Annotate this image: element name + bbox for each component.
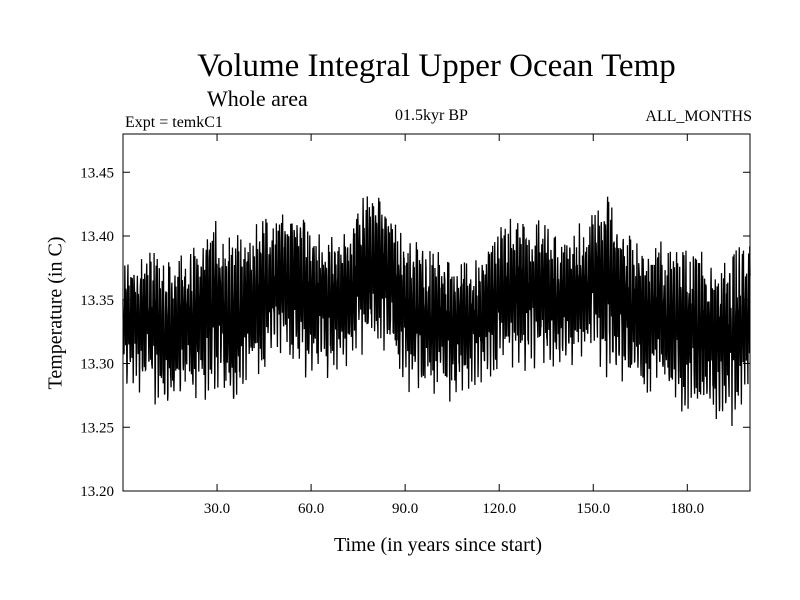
x-tick-label: 60.0: [298, 501, 324, 517]
experiment-label: Expt = temkC1: [125, 114, 223, 131]
months-label: ALL_MONTHS: [645, 108, 752, 125]
series-layer: [122, 196, 751, 426]
y-tick-label: 13.20: [80, 484, 114, 500]
x-axis-label: Time (in years since start): [333, 534, 543, 556]
x-tick-label: 150.0: [576, 501, 610, 517]
x-tick-label: 30.0: [204, 501, 230, 517]
y-tick-label: 13.40: [80, 229, 114, 245]
chart-subtitle: Whole area: [207, 86, 308, 111]
x-tick-label: 180.0: [670, 501, 704, 517]
y-tick-label: 13.45: [80, 165, 114, 181]
y-tick-label: 13.30: [80, 357, 114, 373]
y-axis-label: Temperature (in C): [44, 236, 67, 390]
x-tick-label: 90.0: [392, 501, 418, 517]
ticks-layer: 30.0 60.0 90.0 120.0 150.0 180.0 13.20 13.25 13.…: [80, 134, 750, 517]
temperature-series-line: [122, 196, 751, 426]
x-tick-label: 120.0: [482, 501, 516, 517]
y-tick-label: 13.35: [80, 293, 114, 309]
chart-title: Volume Integral Upper Ocean Temp: [197, 48, 676, 84]
y-tick-label: 13.25: [80, 420, 114, 436]
period-label: 01.5kyr BP: [395, 107, 468, 124]
